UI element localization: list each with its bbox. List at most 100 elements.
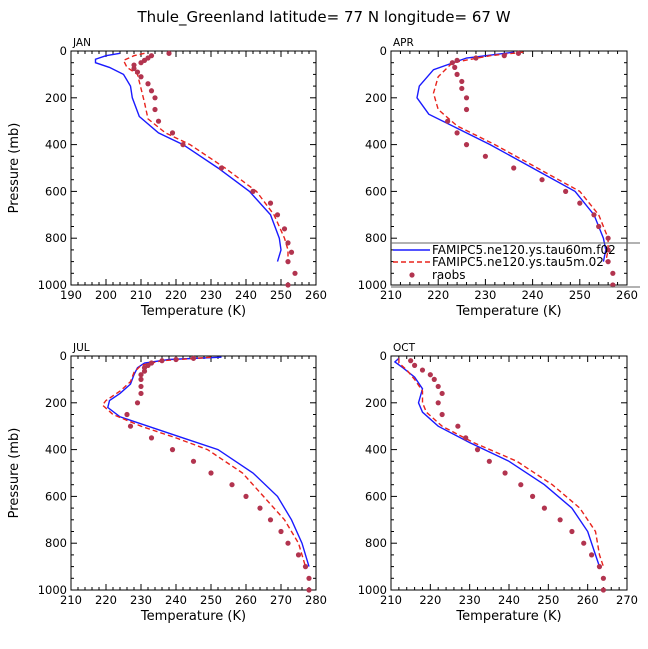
data-point-raobs [180, 142, 186, 148]
y-tick-label: 600 [45, 184, 67, 198]
data-point-raobs [190, 458, 197, 464]
data-point-raobs [605, 247, 611, 253]
x-tick-label: 220 [95, 593, 117, 607]
data-point-raobs [208, 470, 214, 476]
data-point-raobs [439, 390, 445, 397]
data-point-raobs [463, 435, 469, 441]
series-line-tau5m [101, 356, 307, 567]
data-point-raobs [138, 376, 144, 382]
x-tick-label: 260 [616, 288, 638, 302]
data-point-raobs [610, 282, 616, 288]
series-line-tau5m [432, 51, 609, 262]
data-point-raobs [501, 53, 507, 59]
data-point-raobs [124, 411, 130, 418]
data-point-raobs [138, 383, 144, 390]
data-point-raobs [302, 564, 309, 570]
x-tick-label: 230 [130, 593, 152, 607]
figure-title: Thule_Greenland latitude= 77 N longitude… [136, 8, 510, 27]
y-tick-label: 400 [365, 443, 387, 457]
y-tick-label: 0 [60, 44, 67, 58]
data-point-raobs [218, 165, 225, 171]
data-point-raobs [577, 200, 583, 206]
x-tick-label: 260 [577, 593, 599, 607]
data-point-raobs [455, 423, 461, 429]
data-point-raobs [148, 435, 155, 441]
panel-jan: JAN 190 200 210 220 230 240 250 260 0 200 400 600 800… [7, 37, 327, 319]
data-point-raobs [486, 458, 492, 464]
x-tick-label: 210 [130, 288, 152, 302]
data-point-raobs [541, 505, 548, 511]
data-point-raobs [502, 470, 508, 476]
data-point-raobs [138, 74, 144, 80]
data-point-raobs [419, 367, 426, 373]
data-point-raobs [439, 411, 445, 418]
series-line-tau60m [416, 51, 607, 262]
x-tick-label: 230 [459, 593, 481, 607]
x-tick-label: 230 [200, 288, 222, 302]
y-tick-label: 0 [60, 349, 67, 363]
x-axis-label: Temperature (K) [140, 609, 246, 624]
data-point-raobs [459, 78, 465, 85]
panel-label: JUL [72, 342, 90, 354]
data-point-raobs [285, 259, 291, 265]
data-point-raobs [474, 447, 481, 453]
data-point-raobs [600, 587, 607, 593]
data-point-raobs [152, 95, 158, 101]
x-tick-label: 220 [427, 288, 449, 302]
data-point-raobs [152, 106, 158, 113]
data-point-raobs [445, 118, 451, 124]
data-point-raobs [610, 270, 616, 276]
data-point-raobs [589, 552, 595, 558]
data-point-raobs [267, 517, 274, 523]
data-point-raobs [306, 575, 312, 581]
data-point-raobs [138, 390, 144, 397]
x-tick-label: 220 [419, 593, 441, 607]
data-point-raobs [511, 165, 517, 171]
data-point-raobs [169, 447, 176, 453]
x-tick-label: 210 [60, 593, 82, 607]
plot-frame [70, 50, 317, 286]
data-point-raobs [454, 71, 460, 77]
data-point-raobs [431, 376, 437, 382]
data-point-raobs [295, 552, 302, 558]
x-tick-label: 280 [305, 593, 327, 607]
data-point-raobs [605, 235, 611, 241]
x-tick-label: 240 [498, 593, 520, 607]
data-point-raobs [454, 57, 460, 63]
x-tick-label: 270 [616, 593, 638, 607]
panels-group: JAN 190 200 210 220 230 240 250 260 0 200 400 600 800… [7, 37, 638, 624]
y-tick-label: 400 [365, 138, 387, 152]
data-point-raobs [600, 575, 607, 581]
data-point-raobs [257, 505, 263, 511]
y-tick-label: 200 [45, 91, 67, 105]
data-point-raobs [285, 282, 291, 288]
data-point-raobs [463, 95, 470, 101]
y-tick-label: 800 [45, 231, 67, 245]
panel-jul: JUL 210 220 230 240 250 260 270 280 0 200 400 600 800… [7, 342, 327, 624]
data-point-raobs [463, 106, 470, 113]
data-point-raobs [449, 60, 455, 66]
data-point-raobs [292, 270, 298, 276]
data-point-raobs [435, 383, 441, 390]
x-tick-label: 240 [235, 288, 257, 302]
data-point-raobs [557, 517, 563, 523]
data-point-raobs [281, 226, 288, 232]
data-point-raobs [278, 528, 284, 535]
series-line-tau5m [122, 52, 289, 262]
panel-label: OCT [393, 342, 416, 354]
x-tick-label: 190 [60, 288, 82, 302]
data-point-raobs [131, 65, 137, 72]
series-line-tau5m [398, 358, 605, 567]
y-tick-label: 200 [45, 396, 67, 410]
legend-label: FAMIPC5.ne120.ys.tau5m.02 [432, 255, 604, 269]
legend-swatch-dot [409, 272, 415, 278]
panel-oct: OCT 210 220 230 240 250 260 270 0 200 400 600 800 100… [358, 342, 638, 624]
y-axis-label: Pressure (mb) [7, 428, 22, 519]
data-point-raobs [288, 249, 295, 255]
data-point-raobs [169, 130, 176, 136]
data-point-raobs [229, 482, 235, 488]
data-point-raobs [267, 200, 274, 206]
data-point-raobs [141, 368, 148, 374]
x-axis-label: Temperature (K) [140, 304, 246, 319]
